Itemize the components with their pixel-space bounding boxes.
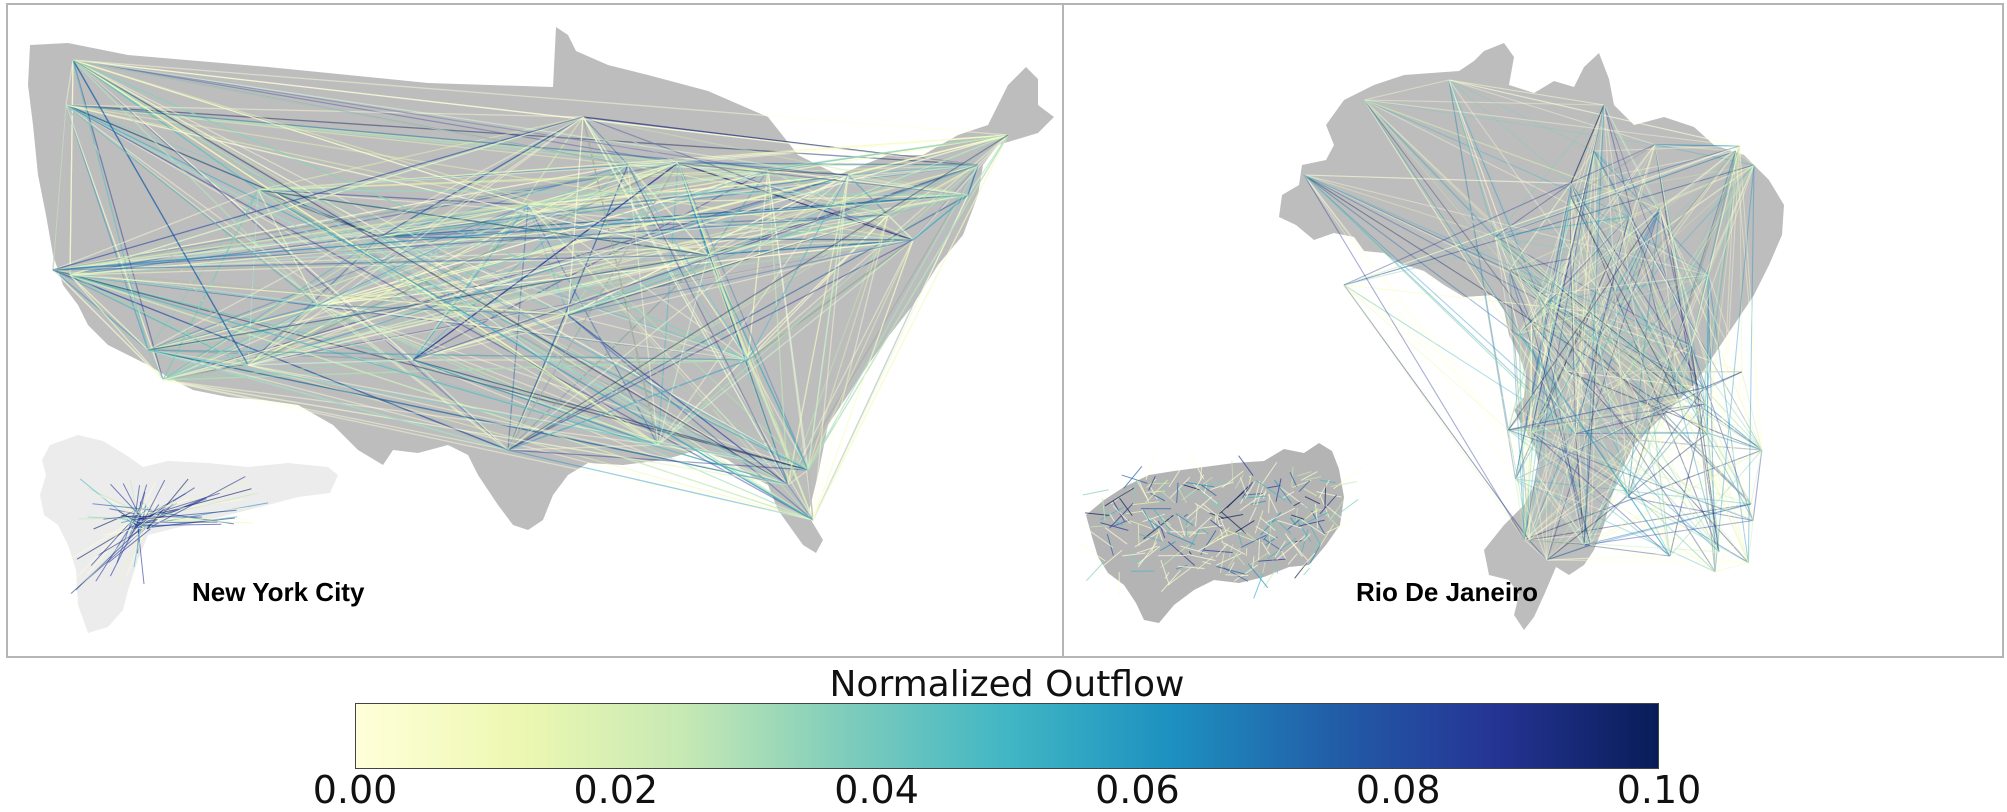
colorbar-tick-label: 0.10 — [1617, 768, 1702, 812]
colorbar-title: Normalized Outflow — [355, 664, 1659, 705]
colorbar — [355, 703, 1659, 769]
brazil-map-svg — [1064, 5, 2004, 658]
flow-line — [1083, 490, 1109, 495]
flow-line — [1138, 524, 1139, 546]
rio-label: Rio De Janeiro — [1356, 577, 1538, 608]
flow-line — [1304, 568, 1310, 575]
flow-line — [1344, 285, 1508, 430]
colorbar-tick-label: 0.08 — [1356, 768, 1441, 812]
colorbar-tick-label: 0.02 — [573, 768, 658, 812]
flow-line — [1325, 485, 1326, 508]
nyc-label: New York City — [192, 577, 364, 608]
flow-line — [1086, 560, 1105, 581]
usa-map-svg — [8, 5, 1064, 658]
brazil-map-panel: Rio De Janeiro — [1062, 3, 2004, 658]
flow-line — [1132, 551, 1133, 561]
usa-map-panel: New York City — [6, 3, 1064, 658]
flow-line — [1344, 285, 1524, 540]
flow-line — [1715, 563, 1748, 572]
colorbar-tick-label: 0.00 — [313, 768, 398, 812]
colorbar-tick-label: 0.04 — [834, 768, 919, 812]
colorbar-tick-label: 0.06 — [1095, 768, 1180, 812]
